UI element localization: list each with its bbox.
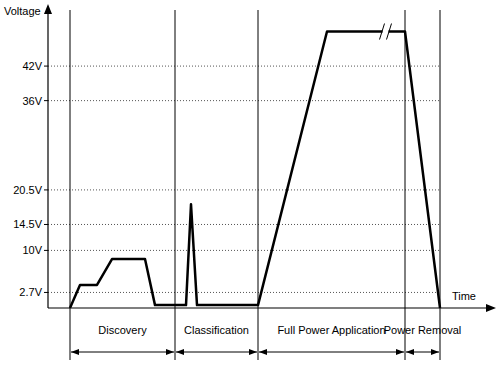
phase-arrow <box>176 352 257 353</box>
tick-label: 14.5V <box>13 218 42 230</box>
phase-arrowhead <box>176 349 184 355</box>
y-axis-label: Voltage <box>4 5 41 17</box>
grid-line <box>48 66 440 67</box>
voltage-line <box>70 32 440 308</box>
phase-arrowhead <box>166 349 174 355</box>
phase-arrowhead <box>259 349 267 355</box>
phase-arrowhead <box>249 349 257 355</box>
grid-line <box>48 100 440 101</box>
y-axis-arrow <box>44 4 52 14</box>
phase-arrow <box>259 352 404 353</box>
phase-arrowhead <box>431 349 439 355</box>
break-gap <box>383 29 389 35</box>
break-mark <box>380 24 385 40</box>
break-mark <box>387 24 392 40</box>
grid-line <box>48 189 440 190</box>
x-axis-arrow <box>486 304 496 312</box>
phase-arrow <box>71 352 174 353</box>
tick-label: 2.7V <box>19 286 42 298</box>
phase-arrowhead <box>396 349 404 355</box>
y-axis <box>47 8 48 308</box>
x-axis-label: Time <box>452 290 476 302</box>
grid-line <box>48 292 440 293</box>
plot-area <box>70 32 440 308</box>
tick-label: 42V <box>22 60 42 72</box>
phase-arrowhead <box>71 349 79 355</box>
phase-label: Power Removal <box>384 324 462 336</box>
tick-label: 36V <box>22 95 42 107</box>
grid-line <box>48 250 440 251</box>
phase-label: Discovery <box>98 324 147 336</box>
phase-arrowhead <box>406 349 414 355</box>
x-axis <box>48 307 490 308</box>
tick-label: 20.5V <box>13 184 42 196</box>
phase-label: Full Power Application <box>277 324 385 336</box>
chart: 2.7V 10V 14.5V 20.5V 36V 42V Voltage Time Discov… <box>0 0 500 374</box>
tick-label: 10V <box>22 244 42 256</box>
phase-label: Classification <box>184 324 249 336</box>
grid-line <box>48 224 440 225</box>
